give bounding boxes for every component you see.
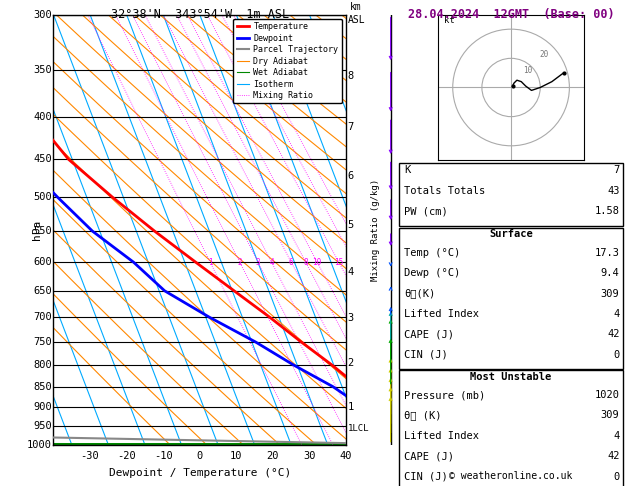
Text: Mixing Ratio (g/kg): Mixing Ratio (g/kg): [371, 178, 380, 281]
Text: 450: 450: [33, 155, 52, 164]
Text: 500: 500: [33, 192, 52, 202]
Text: 20: 20: [540, 50, 548, 59]
Text: 30: 30: [303, 451, 316, 461]
Text: 0: 0: [197, 451, 203, 461]
Text: 1020: 1020: [594, 390, 620, 400]
Text: 309: 309: [601, 411, 620, 420]
Text: -10: -10: [153, 451, 172, 461]
Text: 700: 700: [33, 312, 52, 322]
Text: km: km: [350, 2, 362, 13]
Text: 8: 8: [303, 258, 308, 267]
Text: 300: 300: [33, 10, 52, 19]
Text: Lifted Index: Lifted Index: [404, 309, 479, 319]
Legend: Temperature, Dewpoint, Parcel Trajectory, Dry Adiabat, Wet Adiabat, Isotherm, Mi: Temperature, Dewpoint, Parcel Trajectory…: [233, 19, 342, 104]
Text: 0: 0: [613, 472, 620, 482]
Text: 20: 20: [267, 451, 279, 461]
Text: -30: -30: [81, 451, 99, 461]
Text: K: K: [404, 165, 411, 175]
Text: 650: 650: [33, 286, 52, 296]
Text: Pressure (mb): Pressure (mb): [404, 390, 486, 400]
Text: 32°38'N  343°54'W  1m ASL: 32°38'N 343°54'W 1m ASL: [111, 8, 289, 21]
Text: Surface: Surface: [489, 229, 533, 240]
Text: 42: 42: [607, 330, 620, 339]
Text: CAPE (J): CAPE (J): [404, 330, 454, 339]
Text: CIN (J): CIN (J): [404, 472, 448, 482]
Text: 10: 10: [313, 258, 322, 267]
Text: 7: 7: [347, 122, 353, 132]
Text: 750: 750: [33, 337, 52, 347]
Text: 2: 2: [237, 258, 242, 267]
Text: 1000: 1000: [27, 440, 52, 450]
Text: Temp (°C): Temp (°C): [404, 248, 460, 258]
Text: 800: 800: [33, 360, 52, 370]
Text: 309: 309: [601, 289, 620, 298]
Text: 4: 4: [347, 267, 353, 277]
Text: Most Unstable: Most Unstable: [470, 372, 552, 382]
Text: θᴄ(K): θᴄ(K): [404, 289, 436, 298]
Text: Dewp (°C): Dewp (°C): [404, 268, 460, 278]
Text: 8: 8: [347, 71, 353, 81]
Text: 2: 2: [347, 358, 353, 368]
Text: 6: 6: [347, 172, 353, 181]
Text: 4: 4: [613, 431, 620, 441]
Text: Lifted Index: Lifted Index: [404, 431, 479, 441]
Text: Totals Totals: Totals Totals: [404, 186, 486, 196]
Text: 9.4: 9.4: [601, 268, 620, 278]
Text: 400: 400: [33, 112, 52, 122]
Text: 4: 4: [613, 309, 620, 319]
Text: 10: 10: [230, 451, 243, 461]
Text: 15: 15: [334, 258, 343, 267]
Text: 40: 40: [340, 451, 352, 461]
Text: 950: 950: [33, 421, 52, 432]
Text: 17.3: 17.3: [594, 248, 620, 258]
Text: 3: 3: [256, 258, 260, 267]
Text: 1.58: 1.58: [594, 206, 620, 216]
Text: 550: 550: [33, 226, 52, 236]
Text: 1: 1: [347, 401, 353, 412]
Text: 850: 850: [33, 382, 52, 392]
Text: 42: 42: [607, 451, 620, 461]
Text: CAPE (J): CAPE (J): [404, 451, 454, 461]
Text: 350: 350: [33, 65, 52, 75]
Text: 10: 10: [523, 67, 532, 75]
Text: 3: 3: [347, 313, 353, 323]
Text: 0: 0: [613, 350, 620, 360]
Text: ASL: ASL: [347, 16, 365, 25]
Text: 4: 4: [269, 258, 274, 267]
Text: 1: 1: [208, 258, 213, 267]
Text: 5: 5: [347, 220, 353, 230]
Text: 6: 6: [289, 258, 294, 267]
Text: CIN (J): CIN (J): [404, 350, 448, 360]
Text: Dewpoint / Temperature (°C): Dewpoint / Temperature (°C): [109, 469, 291, 478]
Text: 43: 43: [607, 186, 620, 196]
Text: -20: -20: [117, 451, 136, 461]
Text: PW (cm): PW (cm): [404, 206, 448, 216]
Text: © weatheronline.co.uk: © weatheronline.co.uk: [449, 471, 573, 481]
Text: 1LCL: 1LCL: [347, 424, 369, 433]
Text: hPa: hPa: [32, 220, 42, 240]
Text: 900: 900: [33, 402, 52, 412]
Text: 600: 600: [33, 257, 52, 267]
Text: 7: 7: [613, 165, 620, 175]
Text: kt: kt: [444, 17, 455, 25]
Text: 28.04.2024  12GMT  (Base: 00): 28.04.2024 12GMT (Base: 00): [408, 8, 615, 21]
Text: θᴄ (K): θᴄ (K): [404, 411, 442, 420]
